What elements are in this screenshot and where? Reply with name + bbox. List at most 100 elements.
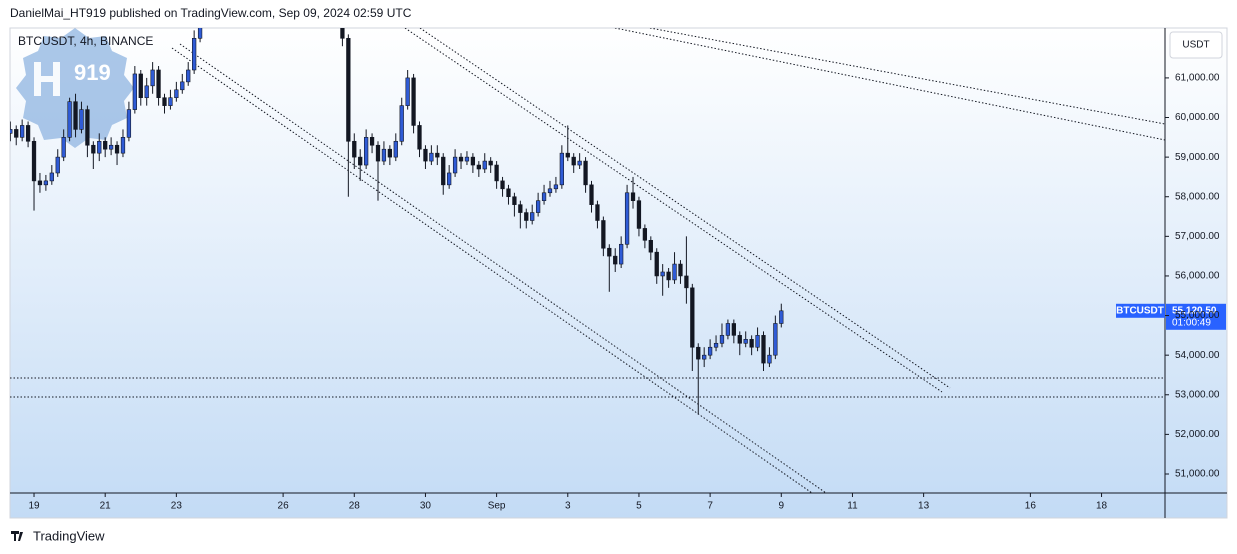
candle-body (512, 196, 517, 205)
x-tick-label: 30 (420, 501, 432, 512)
candle-body (138, 73, 143, 99)
candle-body (352, 140, 357, 158)
candle-body (405, 77, 410, 106)
candle-body (79, 109, 84, 130)
x-tick-label: 5 (636, 501, 642, 512)
candle-body (565, 152, 570, 158)
candle-body (494, 164, 499, 182)
candle-body (619, 243, 624, 265)
candle-body (577, 160, 582, 166)
candle-body (180, 81, 185, 91)
candle-body (666, 271, 671, 281)
logo-text: 919 (74, 60, 111, 85)
candle-body (126, 109, 132, 138)
candle-body (103, 140, 108, 150)
y-tick-label: 54,000.00 (1175, 350, 1220, 361)
candle-body (684, 275, 689, 289)
candle-body (630, 192, 636, 201)
candle-body (132, 73, 137, 110)
candle-body (67, 101, 72, 138)
candle-body (85, 109, 90, 146)
candle-body (702, 354, 707, 360)
y-tick-label: 58,000.00 (1175, 191, 1220, 202)
candle-body (583, 160, 588, 186)
symbol-tag-box (1116, 303, 1165, 318)
candle-body (31, 140, 37, 182)
candle-body (648, 239, 653, 253)
candle-body (186, 69, 191, 83)
x-tick-label: 19 (28, 501, 40, 512)
header: DanielMai_HT919 published on TradingView… (10, 6, 412, 20)
candle-body (500, 180, 505, 190)
candle-body (435, 152, 440, 158)
candle-body (713, 342, 719, 348)
footer-logo: TradingView (11, 528, 105, 543)
candle-body (535, 200, 541, 213)
candle-body (488, 160, 493, 166)
candle-body (114, 144, 120, 154)
drawings (10, 28, 1165, 493)
x-tick-label: 7 (707, 501, 713, 512)
symbol-tag: BTCUSDT (1116, 305, 1164, 316)
x-tick-label: 11 (847, 501, 858, 512)
candle-body (452, 156, 458, 174)
candle-body (14, 129, 19, 138)
x-tick-label: 9 (779, 501, 785, 512)
candle-body (97, 140, 102, 154)
candle-body (624, 192, 630, 245)
candle-body (690, 287, 695, 348)
candle-body (731, 323, 736, 336)
candle-body (506, 188, 511, 198)
candle-body (601, 220, 606, 249)
candle-body (162, 97, 167, 106)
y-tick-label: 60,000.00 (1175, 112, 1220, 123)
candle-body (476, 164, 481, 170)
candle-body (607, 247, 612, 257)
currency-box[interactable] (1169, 31, 1223, 59)
y-tick-label: 53,000.00 (1175, 389, 1220, 400)
x-tick-label: 16 (1025, 501, 1037, 512)
footer: TradingView (33, 528, 105, 543)
x-tick-label: Sep (488, 501, 506, 512)
plot-background (9, 27, 1228, 519)
x-tick-label: 28 (349, 501, 361, 512)
x-tick-label: 13 (918, 501, 930, 512)
last-price: 55,120.50 (1172, 305, 1217, 316)
candle-body (174, 89, 179, 99)
candle-body (595, 204, 600, 221)
candle-body (749, 339, 754, 348)
candle-body (91, 144, 96, 154)
last-price-box (1166, 303, 1226, 330)
candle-body (464, 156, 470, 162)
candle-body (20, 125, 25, 138)
candle-body (767, 354, 772, 364)
candle-body (553, 184, 559, 190)
candle-body (108, 144, 114, 150)
candle-body (393, 140, 398, 158)
candle-body (25, 125, 31, 142)
candle-body (37, 180, 43, 186)
x-tick-label: 23 (171, 501, 183, 512)
candle-body (399, 105, 404, 142)
candle-body (654, 251, 659, 277)
trendline (171, 47, 813, 493)
x-tick-label: 18 (1096, 501, 1108, 512)
candle-body (55, 156, 60, 174)
footer-icon (11, 531, 23, 541)
candle-body (482, 160, 487, 170)
candle-body (678, 263, 683, 277)
candle-body (363, 137, 369, 166)
y-tick-label: 55,000.00 (1175, 310, 1220, 321)
candle-body (358, 156, 363, 166)
candle-body (168, 97, 173, 106)
candle-body (547, 188, 553, 194)
candle-body (447, 172, 452, 186)
y-tick-label: 56,000.00 (1175, 271, 1220, 282)
candle-body (458, 156, 464, 162)
candle-body (518, 204, 523, 213)
candles (10, 28, 784, 415)
candle-body (660, 271, 665, 277)
candle-body (73, 101, 78, 130)
candle-body (375, 144, 381, 162)
candle-body (441, 156, 446, 186)
